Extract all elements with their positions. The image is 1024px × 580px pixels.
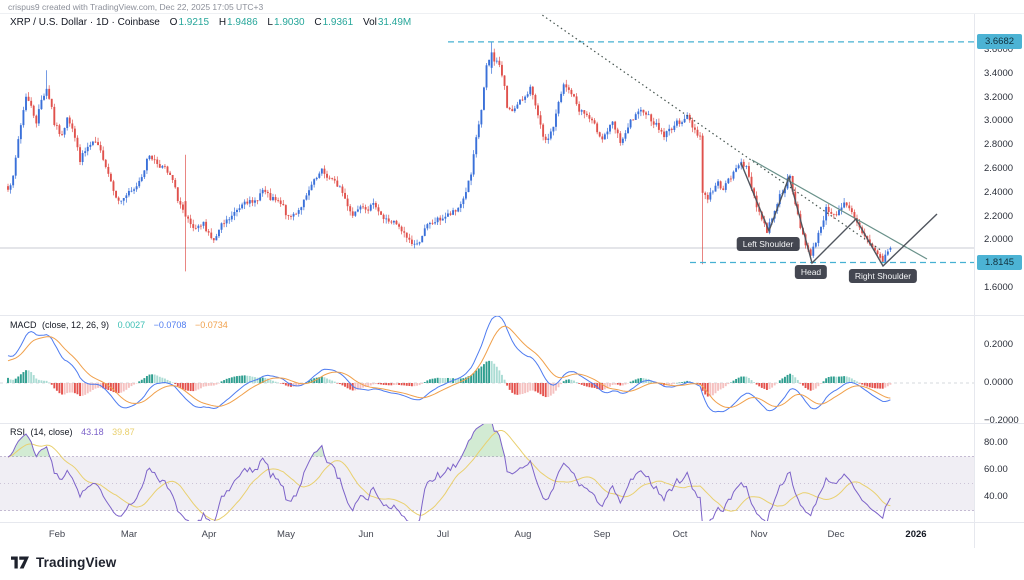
- rsi-params: (14, close): [30, 427, 73, 437]
- volume-label: Vol: [362, 17, 377, 28]
- rsi-value: 43.18: [81, 427, 104, 437]
- low-value: 1.9030: [273, 17, 305, 28]
- symbol-legend[interactable]: XRP / U.S. Dollar · 1D · Coinbase O1.921…: [10, 17, 411, 28]
- price-axis-label: 3.6000: [984, 44, 1014, 55]
- time-axis-month: Apr: [201, 529, 217, 540]
- price-axis-label: 2.2000: [984, 210, 1014, 222]
- price-axis-label: 1.6000: [984, 282, 1014, 293]
- macd-title[interactable]: MACD: [10, 320, 37, 330]
- plot-priceaxis-separator: [974, 14, 975, 548]
- time-axis-month: Mar: [120, 529, 138, 540]
- macd-axis-label: 0.2000: [984, 339, 1014, 350]
- rsi-axis-label: 40.00: [984, 491, 1008, 502]
- price-axis-label: 2.0000: [984, 234, 1014, 246]
- open-value: 1.9215: [178, 17, 210, 28]
- price-level-badge: 3.6682: [977, 34, 1022, 50]
- macd-legend[interactable]: MACD (close, 12, 26, 9) 0.0027 −0.0708 −…: [10, 320, 228, 330]
- tradingview-logo-icon: [11, 556, 29, 569]
- price-axis-label: 3.2000: [984, 91, 1014, 103]
- high-value: 1.9486: [227, 17, 258, 28]
- time-axis-month: Nov: [750, 529, 768, 540]
- macd-signal-value: −0.0734: [194, 320, 228, 330]
- high-label: H: [218, 17, 227, 28]
- time-axis-month: Jun: [358, 529, 374, 540]
- attribution-text: crispus9 created with TradingView.com, D…: [8, 2, 264, 12]
- pattern-label-left-shoulder[interactable]: Left Shoulder: [736, 237, 800, 251]
- low-label: L: [267, 17, 273, 28]
- price-axis-label: 2.6000: [984, 163, 1014, 174]
- tradingview-wordmark: TradingView: [36, 555, 117, 570]
- rsi-title[interactable]: RSI: [10, 427, 26, 437]
- macd-params: (close, 12, 26, 9): [42, 320, 110, 330]
- time-axis-month: Sep: [593, 529, 611, 540]
- pattern-label-right-shoulder[interactable]: Right Shoulder: [848, 269, 918, 283]
- plot-timeaxis-separator: [0, 522, 1024, 523]
- rsi-legend[interactable]: RSI (14, close) 43.18 39.87: [10, 427, 135, 437]
- price-axis-label: 3.0000: [984, 115, 1014, 127]
- main-macd-separator[interactable]: [0, 315, 1024, 316]
- macd-hist-value: 0.0027: [117, 320, 146, 330]
- time-axis-month: Jul: [436, 529, 450, 540]
- rsi-axis-label: 80.00: [984, 437, 1008, 448]
- price-level-badge: 1.8145: [977, 254, 1022, 270]
- macd-line-value: −0.0708: [153, 320, 187, 330]
- macd-panel[interactable]: [0, 316, 974, 413]
- time-axis-month: May: [277, 529, 295, 540]
- macd-axis-label: 0.0000: [984, 377, 1014, 388]
- macd-axis-label: −0.2000: [984, 415, 1019, 426]
- time-axis-month: Dec: [827, 529, 845, 540]
- symbol-title[interactable]: XRP / U.S. Dollar · 1D · Coinbase: [10, 17, 160, 28]
- price-axis-label: 2.4000: [984, 186, 1014, 198]
- time-axis-year: 2026: [905, 529, 927, 540]
- close-label: C: [314, 17, 322, 28]
- price-axis-label: 2.8000: [984, 139, 1014, 151]
- rsi-ma-value: 39.87: [112, 427, 135, 437]
- time-axis-month: Oct: [672, 529, 688, 540]
- rsi-panel[interactable]: [0, 422, 974, 528]
- attribution-bar: crispus9 created with TradingView.com, D…: [0, 0, 1024, 14]
- pattern-label-head[interactable]: Head: [794, 265, 828, 279]
- main-chart-panel[interactable]: [0, 41, 974, 272]
- tradingview-branding[interactable]: TradingView: [10, 555, 116, 570]
- price-axis-label: 3.4000: [984, 67, 1014, 79]
- close-value: 1.9361: [322, 17, 354, 28]
- volume-value: 31.49M: [377, 17, 412, 28]
- time-axis-month: Aug: [514, 529, 532, 540]
- drawings-layer[interactable]: [448, 9, 974, 268]
- rsi-axis-label: 60.00: [984, 464, 1008, 475]
- open-label: O: [169, 17, 178, 28]
- time-axis-month: Feb: [48, 529, 66, 540]
- macd-rsi-separator[interactable]: [0, 423, 1024, 424]
